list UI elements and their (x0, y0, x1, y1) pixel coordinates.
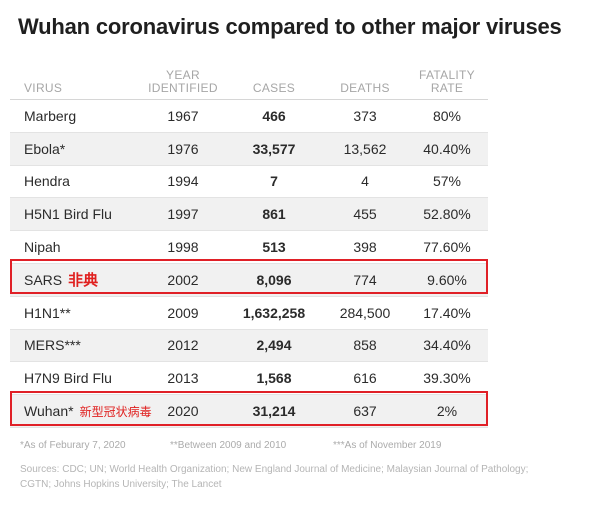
sources-note: Sources: CDC; UN; World Health Organizat… (20, 464, 529, 490)
cell-year: 2012 (167, 337, 199, 354)
cell-virus: H1N1** (10, 305, 142, 321)
cell-deaths: 455 (353, 206, 377, 223)
footnote-1: *As of Feburary 7, 2020 (20, 440, 126, 451)
cell-fatality-rate: 52.80% (423, 206, 471, 223)
table-row: H1N1** 2009 1,632,258 284,500 17.40% (10, 297, 488, 330)
cell-year: 1994 (167, 173, 199, 190)
table-header: VIRUS YEAR IDENTIFIED CASES DEATHS FATALI… (10, 60, 488, 100)
virus-name: Hendra (24, 173, 70, 190)
virus-name: SARS (24, 272, 63, 289)
header-year: YEAR IDENTIFIED (148, 68, 218, 95)
footnote-2: **Between 2009 and 2010 (170, 440, 287, 451)
cell-cases: 466 (262, 107, 286, 124)
table-row: H7N9 Bird Flu 2013 1,568 616 39.30% (10, 362, 488, 396)
cell-fatality-rate: 2% (436, 403, 458, 420)
virus-comparison-table: VIRUS YEAR IDENTIFIED CASES DEATHS FATALI… (10, 60, 488, 428)
cell-virus: H7N9 Bird Flu (10, 370, 142, 386)
cell-cases: 33,577 (252, 140, 296, 157)
cell-year: 2020 (167, 403, 199, 420)
virus-name: H7N9 Bird Flu (24, 370, 112, 387)
cell-year: 2013 (167, 370, 199, 387)
footnote-3: ***As of November 2019 (333, 440, 442, 451)
table-row: MERS*** 2012 2,494 858 34.40% (10, 329, 488, 363)
table-row: Marberg 1967 466 373 80% (10, 100, 488, 133)
cell-cases: 31,214 (252, 403, 296, 420)
cell-fatality-rate: 9.60% (427, 271, 467, 288)
cell-virus: Nipah (10, 239, 142, 255)
cell-cases: 513 (262, 239, 286, 256)
cell-year: 2002 (167, 271, 199, 288)
cell-virus: Marberg (10, 108, 142, 124)
cell-deaths: 858 (353, 337, 377, 354)
cell-virus: Ebola* (10, 141, 142, 157)
header-fatality-rate: FATALITY RATE (419, 68, 475, 95)
virus-name: Ebola* (24, 140, 66, 157)
cell-cases: 7 (270, 173, 278, 190)
virus-name: H5N1 Bird Flu (24, 206, 112, 223)
cell-deaths: 13,562 (343, 140, 387, 157)
cell-virus: MERS*** (10, 337, 142, 353)
cell-fatality-rate: 80% (432, 107, 462, 124)
chinese-name-annotation: 新型冠状病毒 (79, 404, 152, 419)
page-title: Wuhan coronavirus compared to other majo… (18, 14, 562, 39)
table-row: SARS 非典 2002 8,096 774 9.60% (10, 263, 488, 297)
virus-name: H1N1** (24, 304, 71, 321)
cell-year: 1976 (167, 140, 199, 157)
cell-deaths: 4 (361, 173, 369, 190)
cell-deaths: 637 (353, 403, 377, 420)
cell-virus: Wuhan* 新型冠状病毒 (10, 402, 152, 420)
cell-cases: 861 (262, 206, 286, 223)
cell-deaths: 284,500 (339, 304, 391, 321)
header-deaths: DEATHS (340, 81, 390, 95)
table-row: H5N1 Bird Flu 1997 861 455 52.80% (10, 198, 488, 232)
cell-virus: Hendra (10, 173, 142, 189)
footnotes: *As of Feburary 7, 2020 **Between 2009 a… (20, 440, 580, 451)
cell-cases: 2,494 (256, 337, 292, 354)
cell-fatality-rate: 40.40% (423, 140, 471, 157)
cell-cases: 8,096 (256, 271, 292, 288)
chinese-name-annotation: 非典 (68, 272, 99, 290)
table-row: Hendra 1994 7 4 57% (10, 166, 488, 199)
table-row: Nipah 1998 513 398 77.60% (10, 231, 488, 264)
virus-name: Nipah (24, 239, 61, 256)
cell-virus: SARS 非典 (10, 269, 142, 290)
cell-fatality-rate: 57% (432, 173, 462, 190)
virus-name: Marberg (24, 107, 77, 124)
cell-deaths: 373 (353, 107, 377, 124)
cell-fatality-rate: 77.60% (423, 239, 471, 256)
virus-name: MERS*** (24, 337, 81, 354)
header-cases: CASES (252, 81, 296, 95)
header-virus: VIRUS (24, 81, 63, 95)
cell-deaths: 774 (353, 271, 377, 288)
cell-deaths: 616 (353, 370, 377, 387)
cell-cases: 1,568 (256, 370, 292, 387)
cell-cases: 1,632,258 (242, 304, 306, 321)
cell-fatality-rate: 39.30% (423, 370, 471, 387)
cell-year: 1997 (167, 206, 199, 223)
cell-fatality-rate: 17.40% (423, 304, 471, 321)
cell-year: 1967 (167, 107, 199, 124)
table-row: Ebola* 1976 33,577 13,562 40.40% (10, 132, 488, 166)
cell-fatality-rate: 34.40% (423, 337, 471, 354)
cell-deaths: 398 (353, 239, 377, 256)
cell-virus: H5N1 Bird Flu (10, 206, 142, 222)
cell-year: 2009 (167, 304, 199, 321)
cell-year: 1998 (167, 239, 199, 256)
table-row: Wuhan* 新型冠状病毒 2020 31,214 637 2% (10, 395, 488, 428)
virus-name: Wuhan* (24, 402, 74, 419)
